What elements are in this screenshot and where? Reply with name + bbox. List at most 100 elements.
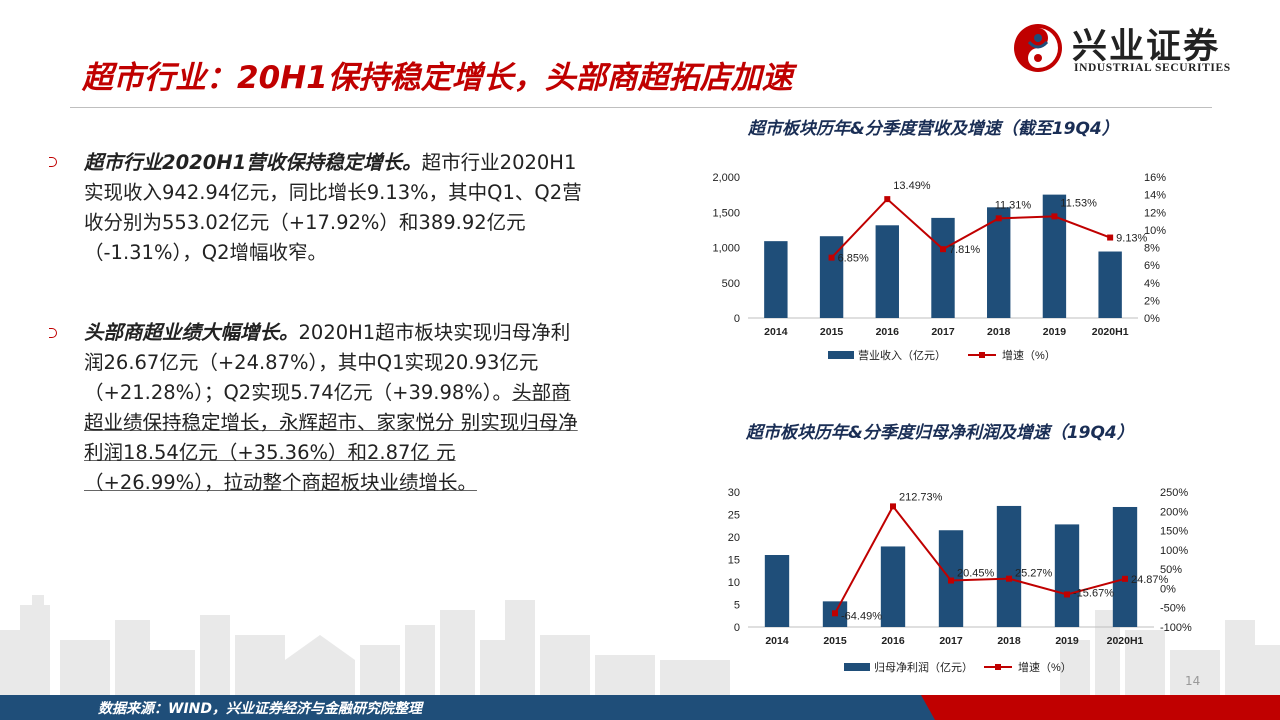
bar: [987, 207, 1011, 318]
category-label: 2014: [764, 326, 788, 338]
legend-label: 增速（%）: [1018, 660, 1072, 674]
data-label: 212.73%: [899, 491, 943, 503]
category-label: 2020H1: [1107, 635, 1144, 647]
left-axis-tick: 20: [728, 532, 740, 544]
legend-swatch-bar: [844, 663, 870, 671]
bar: [875, 225, 899, 318]
growth-point: [948, 577, 954, 584]
data-source: 数据来源：WIND，兴业证券经济与金融研究院整理: [98, 701, 422, 717]
bar: [1054, 524, 1080, 627]
category-label: 2017: [931, 326, 955, 338]
data-label: -15.67%: [1073, 587, 1114, 599]
left-axis-tick: 0: [734, 313, 740, 325]
growth-line: [834, 504, 1126, 614]
right-axis-tick: 16%: [1144, 172, 1166, 184]
page-number: 14: [1185, 674, 1201, 688]
right-axis-tick: 250%: [1160, 487, 1188, 499]
bar: [1042, 194, 1067, 318]
growth-point: [940, 246, 946, 253]
paragraph-profit: 头部商超业绩大幅增长。2020H1超市板块实现归母净利润26.67亿元（+24.…: [84, 318, 584, 498]
profit-chart: 0 5 10 15 20 25 30 -100% -50% 0% 50% 100% 150% 200% 25…: [728, 487, 1192, 674]
bar: [880, 546, 906, 627]
left-axis-tick: 5: [734, 600, 740, 612]
category-label: 2015: [820, 326, 844, 338]
left-axis-tick: 0: [734, 622, 740, 634]
left-axis-tick: 1,500: [712, 207, 740, 219]
paragraph-body: 超市行业2020H1实现收入942.94亿元，同比增长9.13%，其中Q1、Q2…: [84, 151, 582, 264]
right-axis-tick: 0%: [1144, 313, 1160, 325]
data-label: 13.49%: [893, 180, 931, 192]
right-axis-tick: 100%: [1160, 545, 1188, 557]
bar: [931, 217, 955, 318]
right-axis-tick: 6%: [1144, 260, 1160, 272]
bullet-icon: [49, 328, 57, 338]
category-label: 2018: [987, 326, 1011, 338]
growth-point: [832, 610, 838, 617]
data-label: 9.13%: [1116, 233, 1147, 245]
data-label: 11.53%: [1060, 197, 1097, 209]
category-label: 2020H1: [1092, 326, 1129, 338]
growth-point: [890, 503, 896, 510]
data-label: 24.87%: [1131, 574, 1169, 586]
company-logo: 兴业证券 INDUSTRIAL SECURITIES: [1010, 18, 1260, 80]
left-axis-tick: 2,000: [712, 172, 740, 184]
title-divider: [70, 107, 1212, 108]
legend-swatch-bar: [828, 351, 854, 359]
category-label: 2019: [1055, 635, 1079, 647]
legend-label: 增速（%）: [1002, 348, 1056, 362]
paragraph-underlined: 头部商超业绩保持稳定增长，永辉超市、家家悦分 别实现归母净利润18.54亿元（+…: [84, 381, 578, 494]
bar: [764, 555, 790, 627]
bar: [819, 236, 844, 318]
right-axis-tick: -100%: [1160, 622, 1192, 634]
left-axis-tick: 1,000: [712, 243, 740, 255]
paragraph-lead: 头部商超业绩大幅增长。: [84, 321, 299, 344]
bar: [1098, 251, 1122, 318]
logo-chinese-text: 兴业证券: [1072, 27, 1221, 67]
right-axis-tick: 8%: [1144, 243, 1160, 255]
right-axis-tick: 10%: [1144, 225, 1166, 237]
paragraph-body: 2020H1超市板块实现归母净利润26.67亿元（+24.87%），其中Q1实现…: [84, 321, 571, 404]
legend-marker: [979, 352, 985, 358]
growth-point: [1064, 591, 1070, 598]
legend-marker: [995, 664, 1001, 670]
growth-point: [995, 215, 1002, 222]
growth-point: [1006, 575, 1012, 582]
growth-line: [830, 197, 1111, 259]
right-axis-tick: 14%: [1144, 190, 1166, 202]
data-label: 7.81%: [949, 244, 980, 256]
category-label: 2016: [881, 635, 905, 647]
data-label: 25.27%: [1015, 568, 1053, 580]
growth-point: [1107, 234, 1114, 241]
legend-label: 归母净利润（亿元）: [874, 660, 973, 674]
footer-accent: [935, 695, 1280, 720]
revenue-chart: 0 500 1,000 1,500 2,000 0% 2% 4% 6% 8% 10% 12% 14% 16…: [712, 172, 1166, 362]
left-axis-tick: 15: [728, 555, 740, 567]
chart-title-revenue: 超市板块历年&分季度营收及增速（截至19Q4）: [748, 119, 1119, 139]
growth-point: [1122, 575, 1128, 582]
growth-point: [828, 254, 835, 261]
right-axis-tick: 4%: [1144, 278, 1160, 290]
right-axis-tick: 0%: [1160, 583, 1176, 595]
bar: [996, 505, 1022, 627]
left-axis-tick: 30: [728, 487, 740, 499]
left-axis-tick: 25: [728, 510, 740, 522]
bullet-icon: [49, 157, 57, 167]
category-label: 2015: [823, 635, 847, 647]
right-axis-tick: 12%: [1144, 207, 1166, 219]
growth-point: [1051, 213, 1058, 220]
right-axis-tick: 50%: [1160, 564, 1182, 576]
data-label: 20.45%: [957, 568, 995, 580]
right-axis-tick: 150%: [1160, 526, 1188, 538]
category-label: 2017: [939, 635, 963, 647]
paragraph-lead: 超市行业2020H1营收保持稳定增长。: [84, 151, 422, 174]
right-axis-tick: 200%: [1160, 506, 1188, 518]
category-label: 2019: [1043, 326, 1067, 338]
left-axis-tick: 500: [722, 278, 740, 290]
bar: [1112, 506, 1138, 627]
legend-label: 营业收入（亿元）: [858, 348, 946, 362]
category-label: 2014: [765, 635, 789, 647]
logo-english-text: INDUSTRIAL SECURITIES: [1074, 62, 1231, 74]
paragraph-revenue: 超市行业2020H1营收保持稳定增长。超市行业2020H1实现收入942.94亿…: [84, 148, 584, 268]
right-axis-tick: -50%: [1160, 603, 1186, 615]
data-label: 6.85%: [838, 253, 869, 265]
